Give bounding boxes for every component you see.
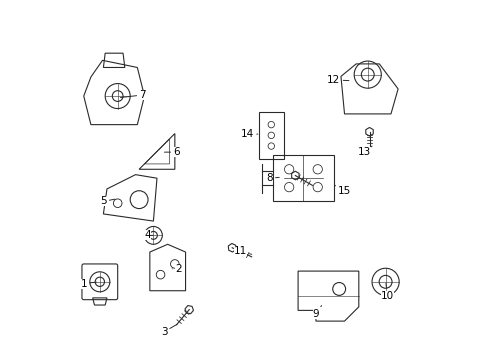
Text: 15: 15 [334,185,350,197]
Text: 12: 12 [326,75,348,85]
Bar [258,112,283,158]
Text: 7: 7 [120,90,146,100]
Bar [272,155,333,202]
Text: 1: 1 [80,279,96,289]
Text: 14: 14 [240,129,257,139]
Text: 10: 10 [380,283,393,301]
Text: 4: 4 [144,230,153,240]
Text: 11: 11 [233,247,251,256]
Text: 3: 3 [161,324,177,337]
Text: 9: 9 [312,306,321,319]
Text: 2: 2 [172,264,182,274]
Text: 8: 8 [265,173,279,183]
Text: 13: 13 [357,146,371,157]
Text: 5: 5 [100,197,115,206]
Text: 6: 6 [164,147,180,157]
